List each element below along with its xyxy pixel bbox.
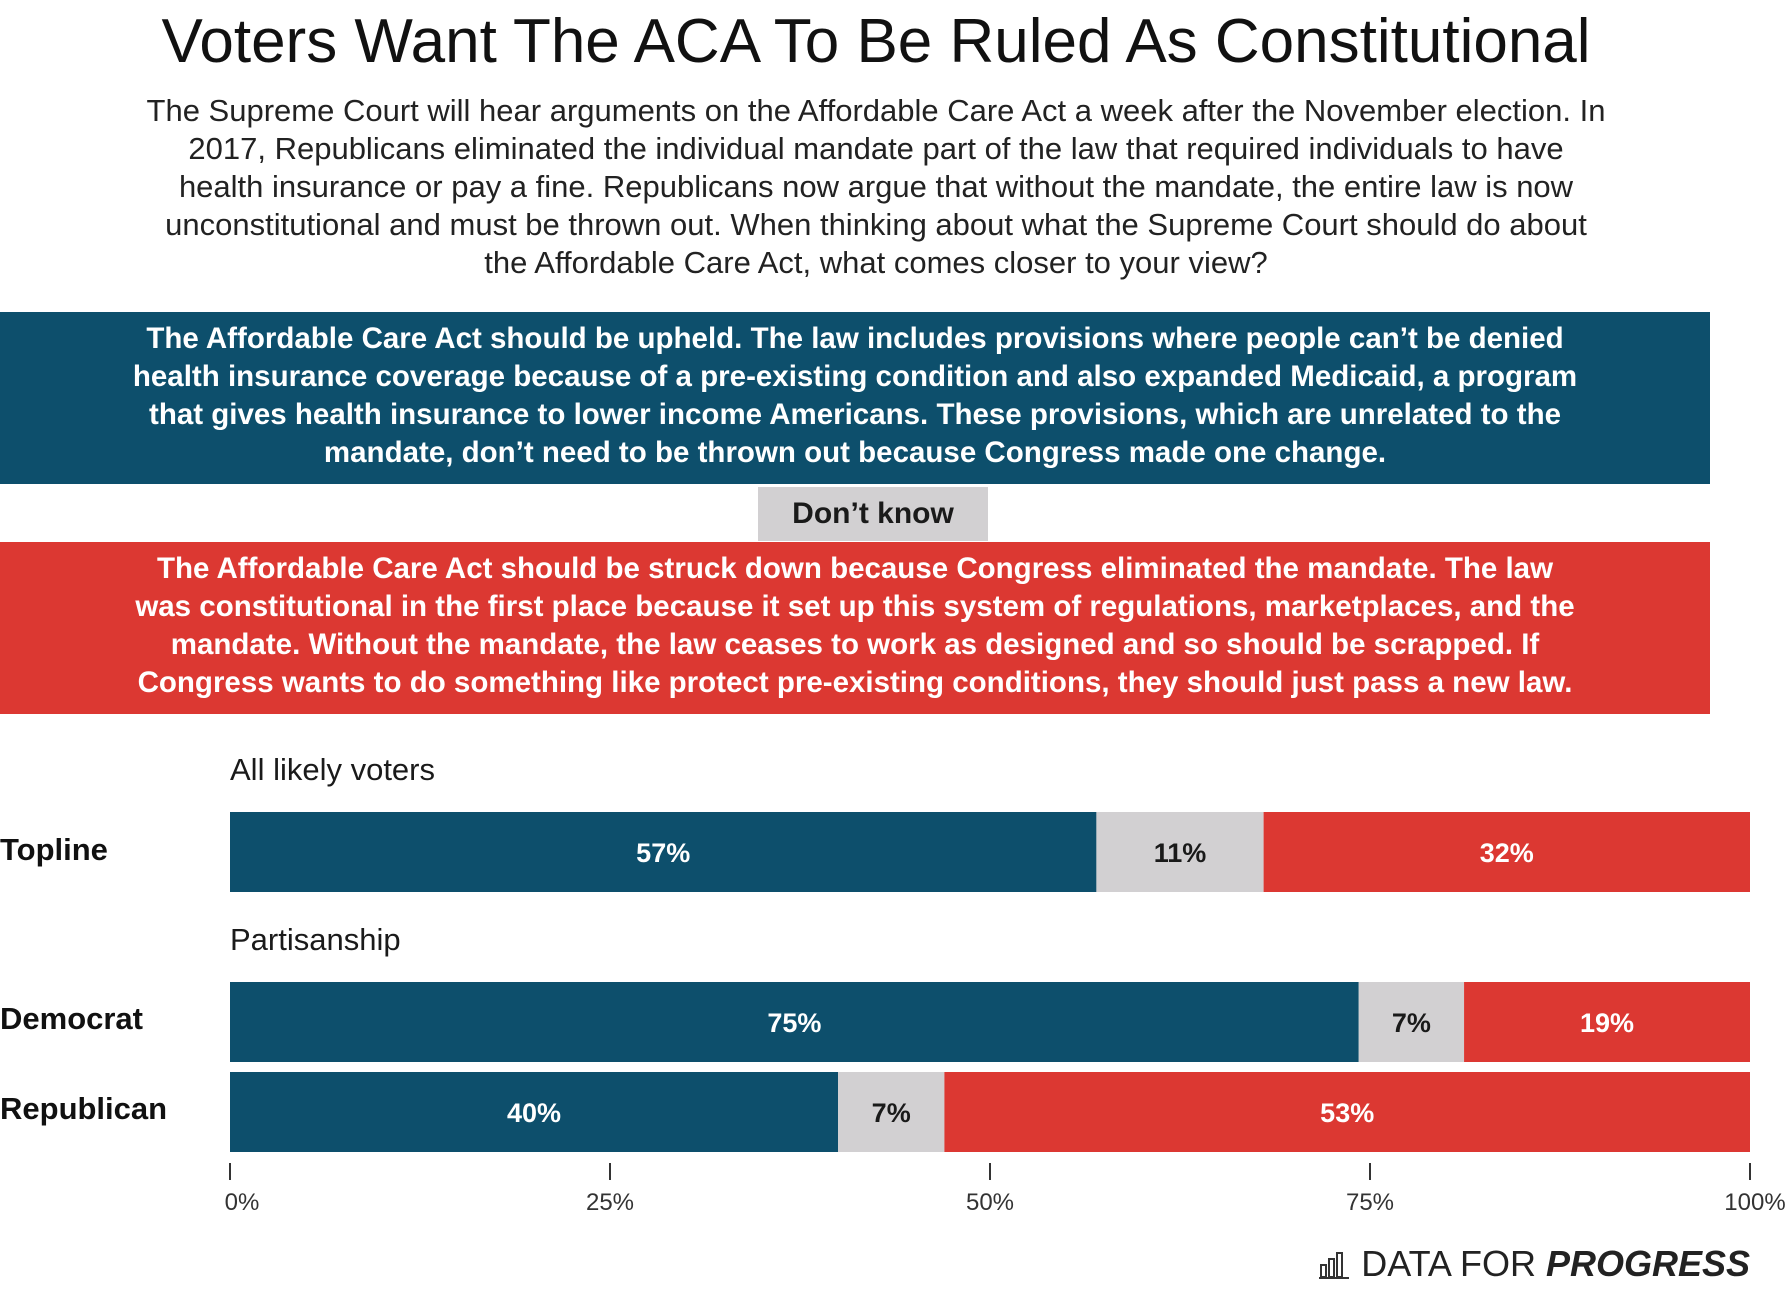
bars-group: 57% 11% 32% 75% 7% 19% 40% 7% 53% — [230, 812, 1750, 1152]
bar-chart-icon — [1319, 1252, 1350, 1279]
brand-text-light: DATA FOR — [1361, 1243, 1536, 1284]
value-label-republican-dont-know: 7% — [872, 1098, 911, 1128]
x-tick-label: 100% — [1724, 1189, 1785, 1216]
x-tick-label: 50% — [966, 1189, 1014, 1216]
legend-upheld-line: health insurance coverage because of a p… — [132, 360, 1578, 393]
x-tick-label: 0% — [225, 1189, 260, 1216]
x-tick-label: 75% — [1346, 1189, 1394, 1216]
legend-upheld: The Affordable Care Act should be upheld… — [0, 312, 1710, 484]
legend-struck-line: mandate. Without the mandate, the law ce… — [170, 628, 1540, 661]
value-label-democrat-dont-know: 7% — [1392, 1008, 1431, 1038]
brand-logo: DATA FOR PROGRESS — [1319, 1243, 1750, 1285]
value-label-topline-upheld: 57% — [636, 838, 690, 868]
value-label-topline-struck-down: 32% — [1480, 838, 1534, 868]
x-tick-label: 25% — [586, 1189, 634, 1216]
legend-struck-line: was constitutional in the first place be… — [135, 590, 1575, 623]
bar-republican-dont-know — [838, 1072, 945, 1152]
value-label-democrat-struck-down: 19% — [1580, 1008, 1634, 1038]
bar-topline-struck-down — [1263, 812, 1750, 892]
legend-dont-know: Don’t know — [758, 487, 988, 541]
value-label-topline-dont-know: 11% — [1154, 838, 1207, 868]
bar-democrat-struck-down — [1464, 982, 1750, 1062]
bar-republican-struck-down — [944, 1072, 1750, 1152]
bar-democrat-dont-know — [1358, 982, 1465, 1062]
subtitle-line: unconstitutional and must be thrown out.… — [165, 207, 1587, 242]
legend-struck-down: The Affordable Care Act should be struck… — [0, 542, 1710, 714]
bar-topline-upheld — [230, 812, 1097, 892]
subtitle-line: The Supreme Court will hear arguments on… — [146, 93, 1606, 128]
legend-struck-line: Congress wants to do something like prot… — [137, 666, 1573, 699]
subtitle-line: health insurance or pay a fine. Republic… — [178, 169, 1574, 204]
brand-text-bold: PROGRESS — [1545, 1243, 1750, 1284]
x-axis: 0% 25% 50% 75% 100% — [225, 1163, 1786, 1216]
row-label-democrat: Democrat — [0, 1001, 143, 1036]
chart-title: Voters Want The ACA To Be Ruled As Const… — [161, 7, 1591, 76]
subtitle-line: the Affordable Care Act, what comes clos… — [484, 245, 1268, 280]
section-label-partisanship: Partisanship — [230, 922, 401, 957]
legend-upheld-line: The Affordable Care Act should be upheld… — [146, 322, 1564, 355]
value-label-democrat-upheld: 75% — [767, 1008, 821, 1038]
legend-struck-line: The Affordable Care Act should be struck… — [156, 552, 1554, 585]
value-label-republican-upheld: 40% — [507, 1098, 561, 1128]
section-label-all-voters: All likely voters — [230, 752, 435, 787]
bar-republican-upheld — [230, 1072, 838, 1152]
legend-upheld-line: that gives health insurance to lower inc… — [149, 398, 1561, 431]
chart-subtitle: The Supreme Court will hear arguments on… — [0, 92, 1752, 282]
bar-democrat-upheld — [230, 982, 1359, 1062]
bar-topline-dont-know — [1096, 812, 1264, 892]
row-label-republican: Republican — [0, 1091, 168, 1126]
legend-upheld-line: mandate, don’t need to be thrown out bec… — [323, 436, 1387, 469]
subtitle-line: 2017, Republicans eliminated the individ… — [188, 131, 1564, 166]
row-label-topline: Topline — [0, 832, 108, 867]
value-label-republican-struck-down: 53% — [1320, 1098, 1374, 1128]
